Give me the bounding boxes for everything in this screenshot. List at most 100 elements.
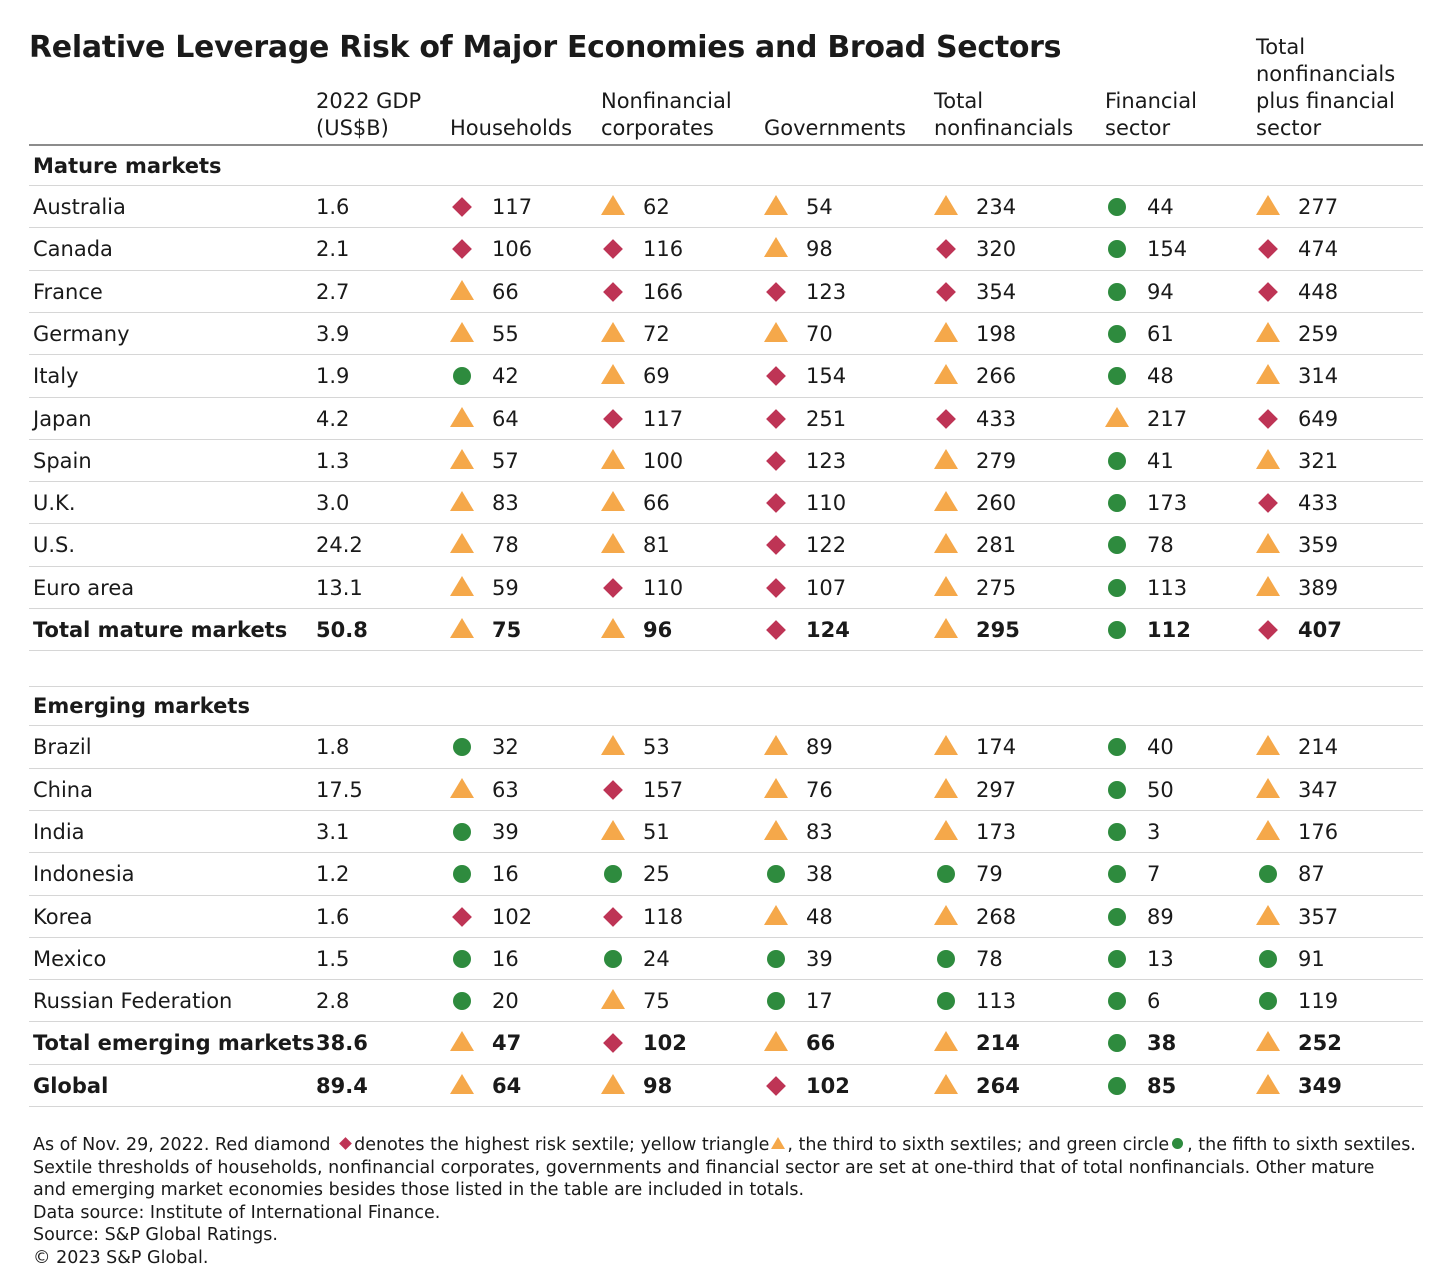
row-divider <box>29 979 1423 981</box>
row-label: U.K. <box>33 491 76 516</box>
cell-value: 85 <box>1147 1073 1177 1098</box>
cell-value: 59 <box>492 575 519 600</box>
table-row: Indonesia 1.2 16 25 38 79 7 87 <box>29 853 1423 895</box>
cell-value: 48 <box>806 904 833 929</box>
gdp-value: 3.9 <box>316 321 350 346</box>
footnote-line-3: and emerging market economies besides th… <box>33 1180 805 1200</box>
cell-value: 357 <box>1298 904 1339 929</box>
row-label: Spain <box>33 448 92 473</box>
row-divider <box>29 1106 1423 1107</box>
cell-value: 81 <box>643 533 670 558</box>
yellow-triangle-icon <box>769 1136 787 1150</box>
table-row: U.S. 24.2 78 81 122 281 78 359 <box>29 524 1423 566</box>
cell-value: 89 <box>1147 904 1174 929</box>
row-divider <box>29 481 1423 483</box>
cell-value: 166 <box>643 279 684 304</box>
row-label: U.S. <box>33 533 76 558</box>
row-divider <box>29 1063 1423 1065</box>
cell-value: 75 <box>492 618 522 642</box>
cell-value: 297 <box>976 777 1017 802</box>
cell-value: 3 <box>1147 819 1161 844</box>
cell-value: 83 <box>806 819 833 844</box>
cell-value: 64 <box>492 1073 522 1098</box>
gdp-value: 3.1 <box>316 819 350 844</box>
row-label: Russian Federation <box>33 989 233 1014</box>
cell-value: 17 <box>806 989 833 1014</box>
row-label: Germany <box>33 321 130 346</box>
cell-value: 63 <box>492 777 519 802</box>
cell-value: 51 <box>643 819 670 844</box>
table-row: U.K. 3.0 83 66 110 260 173 433 <box>29 482 1423 524</box>
cell-value: 54 <box>806 195 833 219</box>
row-label: Mexico <box>33 946 107 971</box>
cell-value: 649 <box>1298 406 1339 431</box>
table-row: Japan 4.2 64 117 251 433 217 649 <box>29 398 1423 440</box>
table-row: Korea 1.6 102 118 48 268 89 357 <box>29 896 1423 938</box>
cell-value: 39 <box>806 946 833 971</box>
cell-value: 176 <box>1298 819 1339 844</box>
cell-value: 98 <box>643 1073 673 1098</box>
row-divider <box>29 565 1423 567</box>
column-header: Total nonfinancials plus financial secto… <box>1256 35 1396 140</box>
cell-value: 349 <box>1298 1073 1342 1098</box>
table-row: China 17.5 63 157 76 297 50 347 <box>29 769 1423 811</box>
row-label: Australia <box>33 195 126 219</box>
cell-value: 157 <box>643 777 684 802</box>
cell-value: 110 <box>643 575 684 600</box>
table-row: Total mature markets 50.8 75 96 124 295 112 407 <box>29 609 1423 651</box>
cell-value: 47 <box>492 1031 522 1056</box>
table-row: Mexico 1.5 16 24 39 78 13 91 <box>29 938 1423 980</box>
gdp-value: 38.6 <box>316 1031 368 1056</box>
table-row: Russian Federation 2.8 20 75 17 113 6 119 <box>29 980 1423 1022</box>
cell-value: 64 <box>492 406 519 431</box>
cell-value: 173 <box>976 819 1017 844</box>
row-label: India <box>33 819 85 844</box>
row-divider <box>29 767 1423 769</box>
cell-value: 251 <box>806 406 847 431</box>
gdp-value: 2.8 <box>316 989 350 1014</box>
cell-value: 75 <box>643 989 670 1014</box>
cell-value: 102 <box>806 1073 850 1098</box>
cell-value: 44 <box>1147 195 1174 219</box>
red-diamond-icon <box>336 1136 354 1150</box>
cell-value: 66 <box>643 491 670 516</box>
cell-value: 117 <box>643 406 684 431</box>
cell-value: 259 <box>1298 321 1339 346</box>
cell-value: 217 <box>1147 406 1188 431</box>
column-header: Governments <box>764 116 906 140</box>
cell-value: 79 <box>976 862 1003 887</box>
cell-value: 96 <box>643 618 673 642</box>
cell-value: 38 <box>1147 1031 1177 1056</box>
row-label: Canada <box>33 237 113 262</box>
cell-value: 102 <box>643 1031 687 1056</box>
leverage-risk-table: 2022 GDP (US$B) Households Nonfinancial co… <box>29 0 1423 1284</box>
cell-value: 112 <box>1147 618 1191 642</box>
cell-value: 110 <box>806 491 847 516</box>
cell-value: 154 <box>806 364 847 389</box>
column-header: 2022 GDP (US$B) <box>316 89 422 140</box>
header-rule <box>29 144 1423 146</box>
cell-value: 50 <box>1147 777 1174 802</box>
footnote-copyright: © 2023 S&P Global. <box>33 1247 209 1268</box>
column-header: Nonfinancial corporates <box>601 89 732 140</box>
footnote-line-1: As of Nov. 29, 2022. Red diamond denotes… <box>33 1134 1433 1157</box>
table-row: Germany 3.9 55 72 70 198 61 259 <box>29 313 1423 355</box>
cell-value: 279 <box>976 448 1017 473</box>
cell-value: 123 <box>806 279 847 304</box>
gdp-value: 89.4 <box>316 1073 368 1098</box>
cell-value: 55 <box>492 321 519 346</box>
cell-value: 407 <box>1298 618 1342 642</box>
table-row: Spain 1.3 57 100 123 279 41 321 <box>29 440 1423 482</box>
cell-value: 7 <box>1147 862 1161 887</box>
row-divider <box>29 354 1423 356</box>
cell-value: 433 <box>1298 491 1339 516</box>
cell-value: 69 <box>643 364 670 389</box>
section-label: Emerging markets <box>33 694 250 719</box>
cell-value: 100 <box>643 448 684 473</box>
cell-value: 24 <box>643 946 670 971</box>
cell-value: 6 <box>1147 989 1161 1014</box>
row-label: Indonesia <box>33 862 135 887</box>
row-divider <box>29 1021 1423 1023</box>
gdp-value: 1.5 <box>316 946 350 971</box>
table-row: Total emerging markets 38.6 47 102 66 214 38 25… <box>29 1022 1423 1064</box>
